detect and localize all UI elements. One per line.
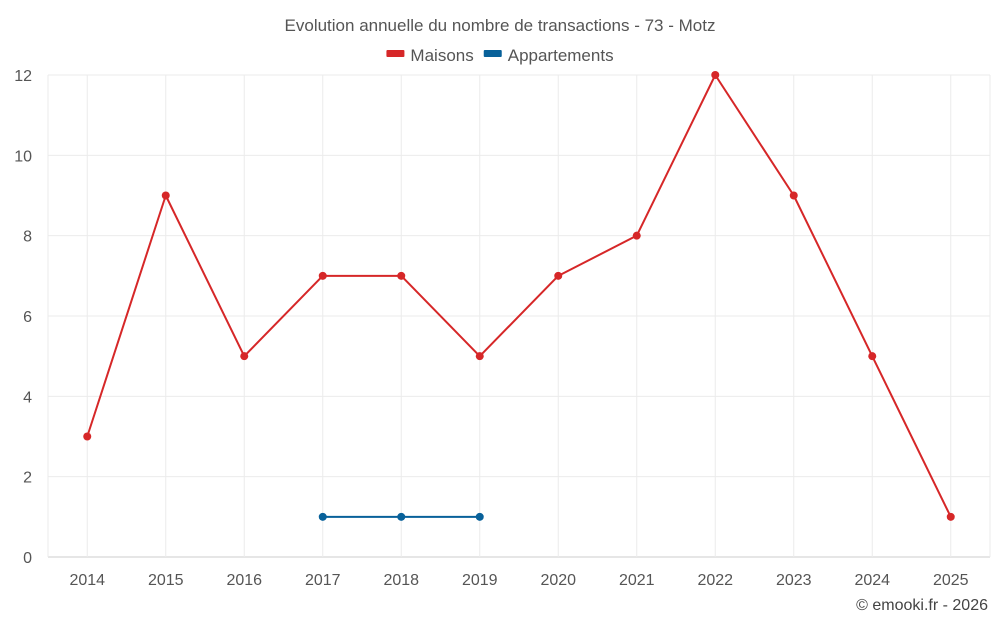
y-tick-label: 8	[23, 229, 32, 246]
data-point-maisons[interactable]	[789, 191, 798, 200]
y-axis: 0 2 4 6 8 10 12	[14, 68, 32, 567]
x-tick-label: 2019	[462, 572, 498, 589]
x-tick-label: 2025	[933, 572, 969, 589]
data-point-maisons[interactable]	[475, 352, 484, 361]
legend-label: Maisons	[410, 46, 473, 65]
x-tick-label: 2022	[697, 572, 733, 589]
x-tick-label: 2014	[69, 572, 105, 589]
legend-swatch	[386, 50, 405, 57]
legend-item-appartements[interactable]: Appartements	[483, 46, 614, 65]
data-point-maisons[interactable]	[397, 271, 406, 280]
x-tick-label: 2016	[226, 572, 262, 589]
series-points	[83, 71, 955, 521]
data-point-appartements[interactable]	[397, 512, 406, 521]
data-point-maisons[interactable]	[711, 71, 720, 79]
data-point-maisons[interactable]	[83, 432, 92, 441]
x-tick-label: 2021	[619, 572, 655, 589]
x-axis: 2014 2015 2016 2017 2018 2019 2020 2021 2022 2023…	[69, 572, 968, 589]
series-line-maisons	[86, 74, 952, 518]
legend-swatch	[483, 50, 502, 57]
legend-label: Appartements	[508, 46, 614, 65]
credit-text: © emooki.fr - 2026	[856, 597, 988, 614]
y-tick-label: 0	[23, 550, 32, 567]
data-point-maisons[interactable]	[318, 271, 327, 280]
x-tick-label: 2017	[305, 572, 341, 589]
chart-title: Evolution annuelle du nombre de transact…	[285, 16, 716, 35]
data-point-maisons[interactable]	[632, 231, 641, 240]
data-point-maisons[interactable]	[554, 271, 563, 280]
y-tick-label: 12	[14, 68, 32, 85]
y-tick-label: 6	[23, 309, 32, 326]
y-tick-label: 2	[23, 470, 32, 487]
series-lines	[86, 74, 952, 518]
y-tick-label: 4	[23, 389, 32, 406]
legend: Maisons Appartements	[386, 46, 614, 65]
x-tick-label: 2024	[854, 572, 890, 589]
legend-item-maisons[interactable]: Maisons	[386, 46, 474, 65]
x-tick-label: 2023	[776, 572, 812, 589]
x-tick-label: 2015	[148, 572, 184, 589]
data-point-maisons[interactable]	[161, 191, 170, 200]
grid	[47, 74, 991, 558]
data-point-appartements[interactable]	[475, 512, 484, 521]
x-tick-label: 2020	[540, 572, 576, 589]
y-tick-label: 10	[14, 148, 32, 165]
data-point-maisons[interactable]	[868, 352, 877, 361]
x-tick-label: 2018	[383, 572, 419, 589]
data-point-appartements[interactable]	[318, 512, 327, 521]
data-point-maisons[interactable]	[240, 352, 249, 361]
data-point-maisons[interactable]	[946, 512, 955, 521]
